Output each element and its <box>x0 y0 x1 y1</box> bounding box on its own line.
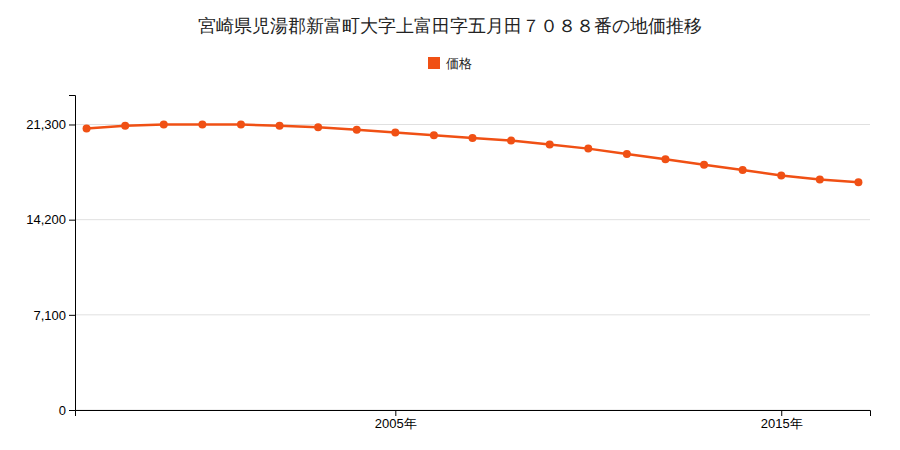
point <box>700 161 708 169</box>
tick-label: 14,200 <box>26 212 66 227</box>
y-axis: 0 7,100 14,200 21,300 <box>26 96 75 418</box>
tick: 2005年 <box>375 410 417 431</box>
tick-label: 7,100 <box>33 307 66 322</box>
point <box>314 123 322 131</box>
tick-label: 2015年 <box>761 416 803 431</box>
axis-line <box>69 96 76 411</box>
legend: 価格 <box>428 56 472 71</box>
tick-mark <box>69 315 75 316</box>
tick: 14,200 <box>26 212 75 227</box>
point <box>198 120 206 128</box>
plot: 2005年 2015年 0 7,100 14,200 21,300 <box>26 96 870 432</box>
grid-line <box>75 314 870 315</box>
tick: 0 <box>59 403 75 418</box>
point <box>237 120 245 128</box>
point <box>430 131 438 139</box>
point <box>507 137 515 145</box>
tick-mark <box>781 410 782 416</box>
tick-label: 21,300 <box>26 117 66 132</box>
tick-label: 0 <box>59 403 66 418</box>
point <box>469 134 477 142</box>
chart: 2005年 2015年 0 7,100 14,200 21,300 宮崎県児湯郡新富町大字上… <box>0 0 900 450</box>
point <box>353 126 361 134</box>
marks <box>83 120 863 186</box>
tick-mark <box>69 220 75 221</box>
point <box>623 150 631 158</box>
title: 宮崎県児湯郡新富町大字上富田字五月田７０８８番の地価推移 <box>198 15 702 36</box>
point <box>83 125 91 133</box>
point <box>739 166 747 174</box>
tick-mark <box>69 124 75 125</box>
point <box>391 129 399 137</box>
tick: 7,100 <box>33 307 75 322</box>
point <box>160 120 168 128</box>
x-axis: 2005年 2015年 <box>76 410 871 431</box>
point <box>661 155 669 163</box>
tick-mark <box>395 410 396 416</box>
tick-label: 2005年 <box>375 416 417 431</box>
tick: 2015年 <box>761 410 803 431</box>
tick: 21,300 <box>26 117 75 132</box>
point <box>584 145 592 153</box>
point <box>777 171 785 179</box>
tick-mark <box>69 410 75 411</box>
point <box>121 122 129 130</box>
legend-item: 価格 <box>428 56 472 71</box>
grid-line <box>75 219 870 220</box>
grid <box>75 124 870 410</box>
legend-label: 価格 <box>446 56 472 71</box>
point <box>854 178 862 186</box>
line <box>87 124 859 182</box>
point <box>816 175 824 183</box>
axis-line <box>76 411 871 417</box>
point <box>276 122 284 130</box>
legend-swatch <box>428 57 440 69</box>
point <box>546 141 554 149</box>
